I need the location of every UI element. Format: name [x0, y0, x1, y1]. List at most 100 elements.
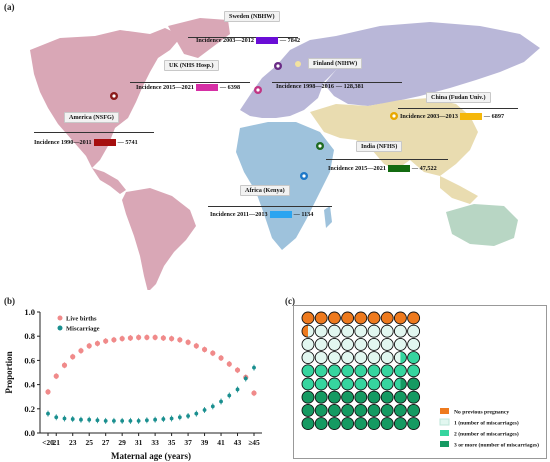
waffle-cell [380, 324, 394, 338]
live-birth-point [136, 334, 142, 341]
waffle-cell [301, 364, 315, 378]
miscarriage-point [194, 411, 199, 416]
waffle-cell [393, 311, 407, 325]
legend-label: 1 (number of miscarriages) [454, 420, 519, 427]
waffle-cell [354, 390, 368, 404]
waffle-cell [341, 403, 355, 417]
waffle-cell-left-half [394, 351, 401, 364]
live-birth-point [119, 336, 125, 342]
live-birth-point [152, 334, 158, 341]
live-birth-point [218, 355, 224, 361]
miscarriage-point [161, 417, 166, 421]
waffle-cell [354, 417, 368, 431]
southeast-asia-shape [440, 176, 478, 204]
waffle-cell [354, 324, 368, 338]
miscarriage-point [186, 414, 190, 418]
waffle-cell [367, 311, 381, 325]
miscarriage-point [46, 411, 50, 416]
legend-marker-miscarriage [57, 325, 63, 331]
waffle-cell [393, 390, 407, 404]
incidence-india: Incidence 2015—2021 — 47,522 [328, 165, 437, 172]
waffle-cell [327, 337, 341, 351]
live-birth-point [94, 340, 101, 347]
miscarriage-point [120, 419, 125, 423]
waffle-cell [367, 403, 381, 417]
central-america-shape [92, 168, 126, 194]
y-tick-label: 0.2 [24, 404, 35, 414]
waffle-cell [367, 377, 381, 391]
waffle-cell [327, 403, 341, 417]
x-tick-label: 33 [151, 438, 159, 447]
waffle-cell [393, 364, 407, 378]
incidence-china: Incidence 2003—2013 — 6897 [400, 113, 505, 120]
madagascar-shape [324, 206, 332, 228]
incidence-line-america [34, 132, 154, 133]
y-tick-label: 0.4 [24, 380, 35, 390]
pin-america-icon [110, 92, 118, 100]
live-birth-point [210, 350, 216, 356]
x-tick-label: 29 [118, 438, 126, 447]
miscarriage-point [144, 418, 149, 423]
miscarriage-point [252, 365, 256, 370]
panel-c-label: (c) [285, 296, 295, 306]
incidence-finland: Incidence 1998—2016 — 128,381 [276, 83, 364, 90]
miscarriage-point [112, 419, 116, 423]
waffle-cell [407, 364, 421, 378]
miscarriage-point [202, 408, 207, 412]
pin-africa-icon [300, 172, 308, 180]
waffle-cell-left-half [394, 378, 401, 390]
europe-shape [240, 36, 360, 118]
x-tick-label: 21 [52, 438, 60, 447]
x-tick-label: 31 [135, 438, 143, 447]
waffle-cell [314, 364, 328, 378]
live-birth-point [53, 373, 59, 379]
x-tick-label: 25 [85, 438, 93, 447]
incidence-line-china [398, 108, 518, 109]
miscarriage-point [177, 415, 182, 420]
waffle-cell [407, 351, 421, 365]
waffle-cell [341, 351, 355, 365]
legend-label: No previous pregnancy [454, 410, 509, 416]
x-tick-label: 43 [234, 438, 242, 447]
swatch-africa [269, 211, 292, 218]
waffle-cell [301, 377, 315, 391]
tag-sweden: Sweden (NBHW) [224, 11, 280, 22]
pin-finland-icon [295, 61, 301, 67]
live-birth-point [111, 337, 117, 343]
x-tick-label: 37 [184, 438, 192, 447]
tag-china: China (Fudan Univ.) [426, 92, 491, 103]
waffle-cell [301, 351, 315, 365]
live-birth-point [251, 390, 257, 396]
miscarriage-point [243, 376, 248, 381]
waffle-cell-right-half [400, 351, 407, 364]
waffle-cell [314, 403, 328, 417]
waffle-cell [380, 364, 394, 378]
live-birth-point [234, 367, 241, 373]
waffle-cell [407, 390, 421, 404]
swatch-sweden [255, 37, 278, 44]
y-tick-label: 0.6 [24, 355, 35, 365]
waffle-cell [354, 311, 368, 325]
waffle-cell [327, 311, 341, 325]
live-birth-point [70, 354, 76, 360]
swatch-america [93, 139, 116, 146]
x-tick-label: 35 [168, 438, 176, 447]
x-tick-label: 23 [69, 438, 77, 447]
waffle-cell [354, 364, 368, 378]
x-axis-title: Maternal age (years) [111, 451, 191, 461]
waffle-cell-right-half [400, 378, 407, 390]
waffle-cell [314, 324, 328, 338]
waffle-cell [354, 403, 368, 417]
waffle-cell-outline [301, 324, 315, 338]
live-birth-point [78, 348, 84, 354]
live-birth-point [160, 335, 166, 341]
legend-label: Live births [66, 316, 97, 323]
waffle-cell-right-half [308, 325, 314, 338]
miscarriage-point [136, 419, 141, 423]
x-tick-label: 41 [217, 438, 225, 447]
line-chart: 0.0 0.2 0.4 0.6 0.8 1.0 <2021 23 25 27 29 31 33 35 37 3… [4, 307, 262, 461]
waffle-cell [407, 311, 421, 325]
x-tick-label: ≥45 [248, 438, 260, 447]
miscarriage-point [62, 416, 67, 421]
pin-uk-icon [254, 86, 262, 94]
